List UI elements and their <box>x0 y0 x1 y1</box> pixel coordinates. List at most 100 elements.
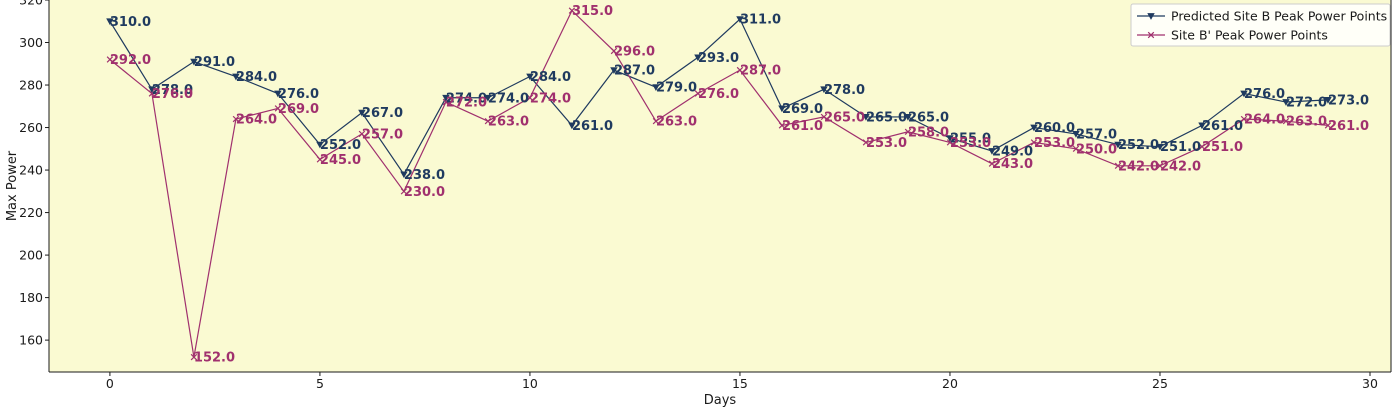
data-label: 276.0 <box>698 87 739 102</box>
data-label: 273.0 <box>1328 93 1369 108</box>
legend-box <box>1130 3 1391 47</box>
data-point-marker <box>778 122 786 129</box>
data-point-marker <box>484 94 492 102</box>
data-point-marker <box>652 84 660 91</box>
data-point-marker <box>778 105 786 113</box>
data-label: 252.0 <box>320 138 361 153</box>
data-label: 267.0 <box>362 106 403 121</box>
data-point-marker <box>316 141 324 149</box>
x-tick-label: 15 <box>732 376 748 391</box>
data-label: 260.0 <box>1034 121 1075 136</box>
data-label: 284.0 <box>530 70 571 85</box>
data-point-marker <box>190 58 198 66</box>
data-point-marker <box>400 171 408 179</box>
data-label: 252.0 <box>1118 138 1159 153</box>
data-point-marker <box>1072 145 1080 153</box>
y-tick-label: 260 <box>19 120 43 135</box>
y-tick-label: 200 <box>19 248 43 263</box>
data-label: 258.0 <box>908 125 949 140</box>
x-tick-label: 10 <box>522 376 538 391</box>
data-label: 274.0 <box>446 91 487 106</box>
y-tick-label: 220 <box>19 205 43 220</box>
data-point-marker <box>1198 143 1206 150</box>
data-point-marker <box>820 113 828 121</box>
data-point-marker <box>820 86 828 94</box>
y-tick-label: 280 <box>19 78 43 93</box>
data-point-marker <box>1147 31 1155 39</box>
data-label: 245.0 <box>320 153 361 168</box>
data-point-marker <box>106 56 114 63</box>
data-label: 249.0 <box>992 144 1033 159</box>
data-label: 238.0 <box>404 168 445 183</box>
series-2 <box>106 7 1332 361</box>
data-label: 310.0 <box>110 15 151 30</box>
data-label: 269.0 <box>782 102 823 117</box>
data-point-marker <box>232 73 240 81</box>
data-point-marker <box>526 94 534 102</box>
data-point-marker <box>148 86 156 94</box>
data-point-marker <box>568 122 576 130</box>
data-point-marker <box>1114 162 1122 170</box>
data-label: 243.0 <box>992 157 1033 172</box>
data-label: 253.0 <box>866 136 907 151</box>
data-point-marker <box>400 188 408 195</box>
data-point-marker <box>946 139 954 146</box>
data-point-marker <box>316 156 324 163</box>
series-1 <box>106 16 1332 179</box>
data-point-marker <box>904 114 912 121</box>
data-point-marker <box>274 90 282 98</box>
x-tick-label: 30 <box>1362 376 1378 391</box>
data-point-marker <box>1030 139 1038 146</box>
series-2-labels: 292.0276.0152.0264.0269.0245.0257.0230.0… <box>110 4 1369 365</box>
data-point-marker <box>610 67 618 74</box>
data-point-marker <box>190 353 198 361</box>
data-point-marker <box>736 66 744 74</box>
data-point-marker <box>484 117 492 125</box>
data-point-marker <box>862 139 870 146</box>
data-label: 284.0 <box>236 70 277 85</box>
data-label: 287.0 <box>740 64 781 79</box>
y-tick-label: 160 <box>19 333 43 348</box>
data-label: 315.0 <box>572 4 613 19</box>
data-point-marker <box>1324 122 1332 129</box>
series-line <box>109 9 1329 358</box>
x-tick-label: 0 <box>106 376 114 391</box>
data-label: 264.0 <box>236 113 277 128</box>
legend-entry: Site B' Peak Power Points <box>1137 28 1328 43</box>
data-point-marker <box>526 73 534 81</box>
data-point-marker <box>1198 122 1206 130</box>
data-point-marker <box>358 130 366 138</box>
data-point-marker <box>1282 117 1290 125</box>
data-label: 292.0 <box>110 53 151 68</box>
data-point-marker <box>1156 162 1164 170</box>
data-label: 261.0 <box>572 119 613 134</box>
data-label: 274.0 <box>530 91 571 106</box>
data-label: 242.0 <box>1160 159 1201 174</box>
series-line <box>109 18 1329 176</box>
data-point-marker <box>568 7 576 14</box>
data-label: 152.0 <box>194 351 235 366</box>
legend-label: Predicted Site B Peak Power Points <box>1171 9 1387 24</box>
data-label: 257.0 <box>1076 127 1117 142</box>
data-point-marker <box>1030 124 1038 132</box>
data-label: 253.0 <box>950 136 991 151</box>
data-label: 261.0 <box>1328 119 1369 134</box>
data-point-marker <box>358 109 366 117</box>
data-point-marker <box>148 90 156 97</box>
y-tick-label: 180 <box>19 290 43 305</box>
data-label: 242.0 <box>1118 159 1159 174</box>
data-point-marker <box>988 148 996 155</box>
x-tick-label: 20 <box>942 376 958 391</box>
data-label: 276.0 <box>278 87 319 102</box>
x-tick-label: 5 <box>316 376 324 391</box>
data-point-marker <box>694 54 702 62</box>
data-label: 265.0 <box>824 110 865 125</box>
x-axis-title: Days <box>704 393 737 408</box>
data-label: 287.0 <box>614 64 655 79</box>
data-label: 296.0 <box>614 45 655 60</box>
data-label: 278.0 <box>152 83 193 98</box>
data-point-marker <box>442 94 450 102</box>
data-label: 276.0 <box>1244 87 1285 102</box>
data-label: 253.0 <box>1034 136 1075 151</box>
series-layer <box>106 7 1332 361</box>
